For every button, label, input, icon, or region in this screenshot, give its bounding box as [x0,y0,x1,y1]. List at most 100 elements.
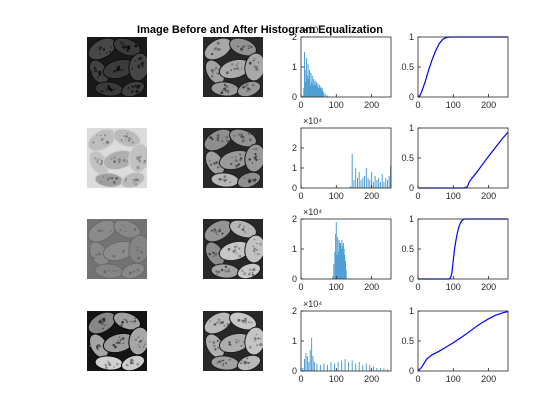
bean-speckle [241,46,244,49]
bean-speckle [139,341,141,343]
bean-speckle [208,340,211,343]
bean-speckle [220,321,224,324]
bean-speckle [134,183,138,186]
bean-speckle [90,72,93,75]
bean-speckle [250,45,253,48]
bean-speckle [137,66,140,69]
bean-speckle [113,156,116,159]
bean-speckle [242,341,244,343]
bean-speckle [229,358,231,361]
bean-speckle [208,253,211,256]
bean-speckle [233,249,237,252]
bean-speckle [135,90,139,94]
bean-speckle [216,339,219,342]
bean-speckle [257,337,260,340]
bean-speckle [241,359,243,362]
bean-speckle [234,245,237,249]
bean-speckle [114,345,117,349]
x-tick-label: 200 [481,100,496,110]
bean-speckle [243,272,247,275]
bean-speckle [112,269,115,272]
bean-speckle [131,85,134,88]
bean-speckle [225,362,227,364]
cdf-axes-row-4: 0 100 200 0 0.5 1 [401,306,509,384]
bean-speckle [248,362,250,364]
bean-speckle [99,53,101,55]
bean-speckle [234,156,237,158]
bean-speckle [254,181,256,183]
bean-speckle [213,229,217,233]
bean-speckle [119,229,122,232]
bean-speckle [241,135,245,139]
bean-speckle [103,270,107,274]
x-tick-label: 100 [446,191,461,201]
bean-speckle [229,181,231,183]
bean-speckle [244,85,247,88]
bean-speckle [253,156,257,160]
axes-box [417,127,509,189]
bean-speckle [140,251,143,254]
bean-speckle [217,49,219,52]
x-tick-label: 100 [329,100,344,110]
bean-speckle [136,156,140,160]
bean-speckle [258,158,261,161]
bean-speckle [143,162,145,164]
bean-speckle [101,90,104,93]
bean-speckle [247,321,251,324]
bean-speckle [242,86,245,89]
bean-speckle [229,344,232,346]
bean-speckle [137,269,140,272]
bean-speckle [243,225,246,228]
bean-speckle [226,323,229,326]
y-exponent-label: ×10⁴ [303,207,322,217]
y-exponent-label: ×10⁴ [303,299,322,309]
bean-speckle [116,67,118,69]
bean-speckle [255,68,258,71]
y-tick-label: 0 [409,274,414,284]
bean-speckle [250,134,252,136]
bean-speckle [240,345,243,347]
bean-speckle [251,272,254,274]
bean-speckle [218,228,222,231]
bean-speckle [221,232,224,235]
y-tick-label: 1 [292,336,297,346]
bean-speckle [241,67,243,70]
bean-speckle [211,72,214,74]
bean-speckle [125,135,128,138]
bean-speckle [117,161,121,164]
bean-speckle [217,347,219,349]
bean-speckle [256,252,259,256]
x-tick-label: 200 [364,100,379,110]
bean-speckle [252,148,255,150]
histogram-axes-row-3: 0 100 200 0 1 2 ×10⁴ [292,207,392,292]
bean-speckle [210,229,213,232]
bean-speckle [237,133,241,136]
bean-speckle [219,324,221,326]
bean-speckle [209,136,212,139]
cdf-line [418,131,509,189]
bean-speckle [222,89,224,92]
bean-speckle [259,242,262,246]
bean-speckle [101,230,103,232]
bean-speckle [248,345,252,349]
y-tick-label: 0 [292,92,297,102]
y-tick-label: 1 [292,62,297,72]
bean-speckle [127,132,129,135]
bean-speckle [216,162,219,164]
bean-speckle [93,66,97,70]
bean-speckle [137,256,140,260]
bean-speckle [213,323,217,326]
bean-speckle [102,317,106,321]
bean-speckle [239,223,241,226]
bean-speckle [98,345,101,348]
x-tick-label: 0 [298,191,303,201]
cdf-axes-row-1: 0 100 200 0 0.5 1 [401,32,509,110]
bean-speckle [108,177,110,180]
bean-speckle [226,179,228,181]
bean-speckle [254,252,256,255]
bean-speckle [228,268,230,270]
bean-speckle [236,245,239,248]
cdf-axes-row-2: 0 100 200 0 0.5 1 [401,123,509,201]
axes-box [417,218,509,280]
bean-speckle [217,319,220,321]
